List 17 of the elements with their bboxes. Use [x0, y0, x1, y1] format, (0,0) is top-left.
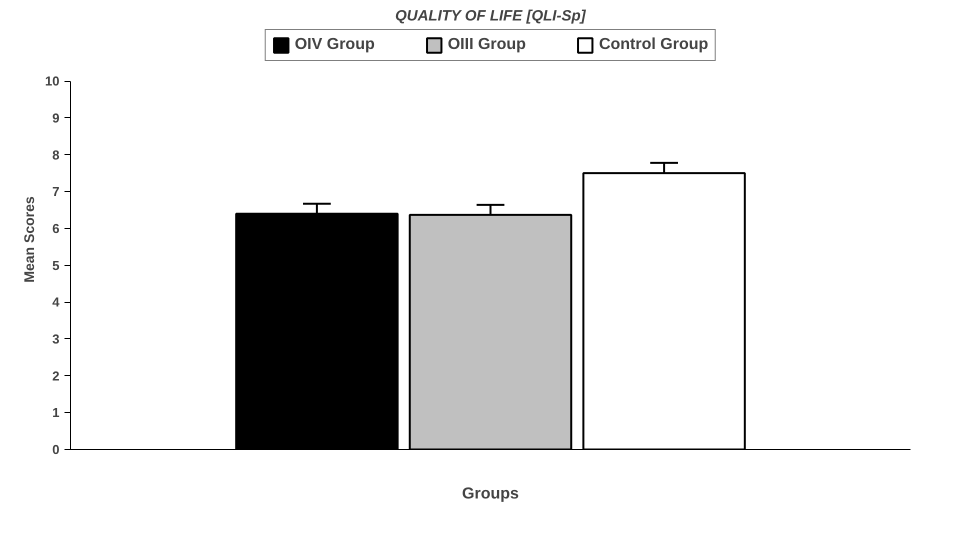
- y-tick-label: 5: [52, 258, 60, 273]
- y-tick-label: 1: [52, 405, 60, 420]
- y-axis-title: Mean Scores: [21, 196, 38, 283]
- y-tick-label: 3: [52, 331, 60, 346]
- y-tick-label: 6: [52, 220, 60, 236]
- y-tick-label: 4: [52, 294, 60, 310]
- y-tick-label: 9: [52, 110, 60, 126]
- legend-label: Control Group: [598, 36, 708, 54]
- chart-title: QUALITY OF LIFE [QLI-Sp]: [395, 8, 587, 24]
- y-tick-label: 0: [52, 442, 60, 457]
- y-tick-label: 2: [52, 368, 60, 384]
- y-tick-label: 8: [52, 147, 60, 162]
- y-tick-label: 7: [52, 184, 60, 200]
- legend-label: OIV Group: [294, 36, 375, 54]
- y-tick-label: 10: [45, 74, 60, 89]
- x-axis-title: Groups: [462, 486, 520, 502]
- legend-label: OIII Group: [448, 36, 526, 54]
